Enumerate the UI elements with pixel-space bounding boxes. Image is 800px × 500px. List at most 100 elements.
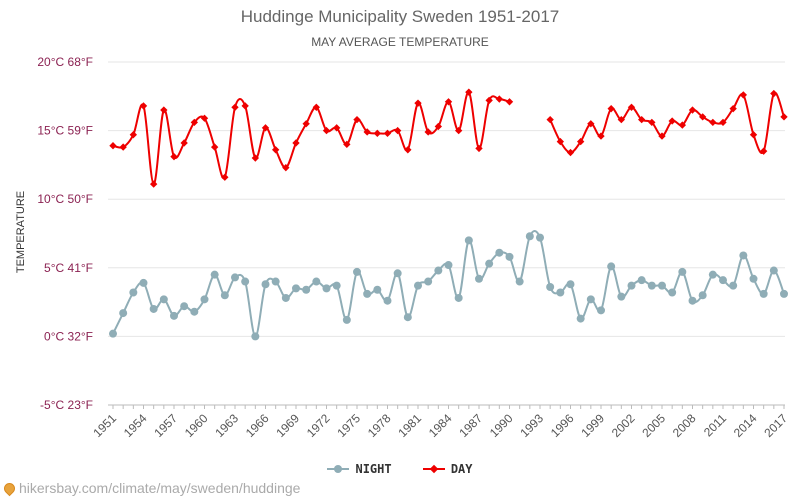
data-point-day: [546, 115, 554, 124]
series-day: [109, 88, 788, 188]
y-axis-label: TEMPERATURE: [15, 191, 27, 273]
series-line-day: [112, 91, 510, 186]
x-tick-label: 1969: [273, 411, 302, 440]
x-tick-label: 1975: [334, 411, 363, 440]
data-point-night: [658, 281, 666, 290]
data-point-day: [241, 102, 249, 110]
data-point-night: [159, 295, 168, 304]
legend-label-day: DAY: [450, 462, 473, 476]
x-tick-label: 1966: [243, 411, 272, 440]
data-point-night: [210, 270, 219, 279]
x-tick-label: 1951: [90, 411, 119, 440]
source-link[interactable]: hikersbay.com/climate/may/sweden/hudding…: [1, 480, 301, 496]
data-point-night: [312, 277, 321, 286]
y-tick-label: 15°C 59°F: [37, 124, 93, 138]
data-point-day: [465, 88, 473, 96]
chart-subtitle: MAY AVERAGE TEMPERATURE: [311, 35, 489, 49]
data-point-night: [454, 293, 463, 302]
data-point-day: [414, 99, 422, 107]
x-tick-label: 1963: [212, 411, 241, 440]
y-axis: 20°C 68°F 15°C 59°F 10°C 50°F 5°C 41°F 0°C 3…: [37, 55, 93, 412]
data-point-night: [525, 232, 534, 241]
data-point-night: [586, 295, 595, 304]
x-tick-label: 2017: [761, 411, 790, 440]
y-tick-label: 0°C 32°F: [44, 329, 93, 343]
data-point-day: [424, 128, 432, 136]
x-tick-label: 1972: [304, 411, 333, 440]
y-tick-label: 10°C 50°F: [37, 192, 93, 206]
data-point-night: [373, 285, 382, 294]
data-point-night: [149, 304, 158, 313]
data-point-day: [190, 118, 199, 127]
data-point-night: [251, 332, 260, 341]
data-point-day: [739, 91, 748, 99]
chart-title: Huddinge Municipality Sweden 1951-2017: [240, 7, 560, 26]
x-tick-label: 1978: [365, 411, 394, 440]
data-point-night: [759, 289, 768, 298]
data-point-night: [719, 276, 727, 285]
x-tick-label: 2011: [701, 411, 729, 439]
data-point-night: [678, 267, 687, 276]
data-point-night: [363, 289, 372, 298]
data-point-day: [231, 103, 239, 111]
series-night: [109, 230, 788, 341]
data-point-day: [180, 139, 188, 147]
data-point-night: [769, 266, 778, 275]
legend-label-night: NIGHT: [355, 462, 392, 476]
data-point-night: [556, 288, 565, 297]
data-point-day: [261, 124, 270, 132]
x-tick-label: 1957: [151, 411, 180, 440]
data-point-night: [617, 292, 626, 301]
data-point-day: [200, 114, 209, 122]
data-point-night: [342, 315, 351, 324]
night-legend-icon: [327, 464, 350, 474]
x-tick-label: 1996: [548, 411, 577, 440]
data-point-night: [688, 296, 697, 305]
data-point-night: [495, 248, 504, 257]
data-point-day: [556, 137, 565, 146]
data-point-night: [536, 233, 544, 242]
data-point-day: [749, 131, 758, 139]
data-point-day: [129, 131, 138, 139]
legend-item-day[interactable]: DAY: [422, 462, 473, 476]
data-point-day: [404, 146, 412, 154]
data-point-day: [505, 98, 514, 106]
data-point-night: [302, 285, 311, 294]
data-point-day: [292, 139, 300, 147]
data-point-day: [109, 142, 117, 150]
data-point-night: [444, 261, 453, 270]
data-point-night: [607, 262, 616, 271]
data-point-night: [749, 274, 758, 283]
data-point-night: [464, 236, 473, 245]
data-point-night: [637, 276, 646, 285]
data-point-day: [322, 126, 331, 135]
data-point-day: [576, 137, 585, 146]
data-point-day: [271, 146, 280, 154]
data-point-night: [129, 288, 138, 297]
data-point-night: [739, 251, 748, 260]
data-point-day: [444, 98, 453, 106]
data-point-day: [495, 95, 504, 103]
data-point-day: [759, 147, 768, 155]
x-tick-label: 1954: [121, 411, 150, 440]
data-point-night: [271, 277, 280, 286]
data-point-day: [475, 144, 483, 153]
data-point-night: [200, 295, 209, 304]
series-line-night: [112, 230, 785, 338]
data-point-night: [353, 267, 361, 276]
data-point-day: [210, 143, 219, 151]
data-point-day: [353, 115, 361, 124]
data-point-night: [190, 307, 199, 316]
source-text: hikersbay.com/climate/may/sweden/hudding…: [19, 480, 301, 496]
data-point-night: [231, 273, 239, 282]
data-point-day: [668, 117, 676, 125]
x-tick-label: 2005: [639, 411, 668, 440]
x-tick-label: 1993: [517, 411, 546, 440]
data-point-night: [546, 283, 555, 292]
legend-item-night[interactable]: NIGHT: [327, 462, 392, 476]
y-tick-label: -5°C 23°F: [40, 398, 93, 412]
data-point-night: [627, 281, 636, 290]
data-point-night: [220, 291, 229, 300]
data-point-day: [343, 140, 351, 148]
